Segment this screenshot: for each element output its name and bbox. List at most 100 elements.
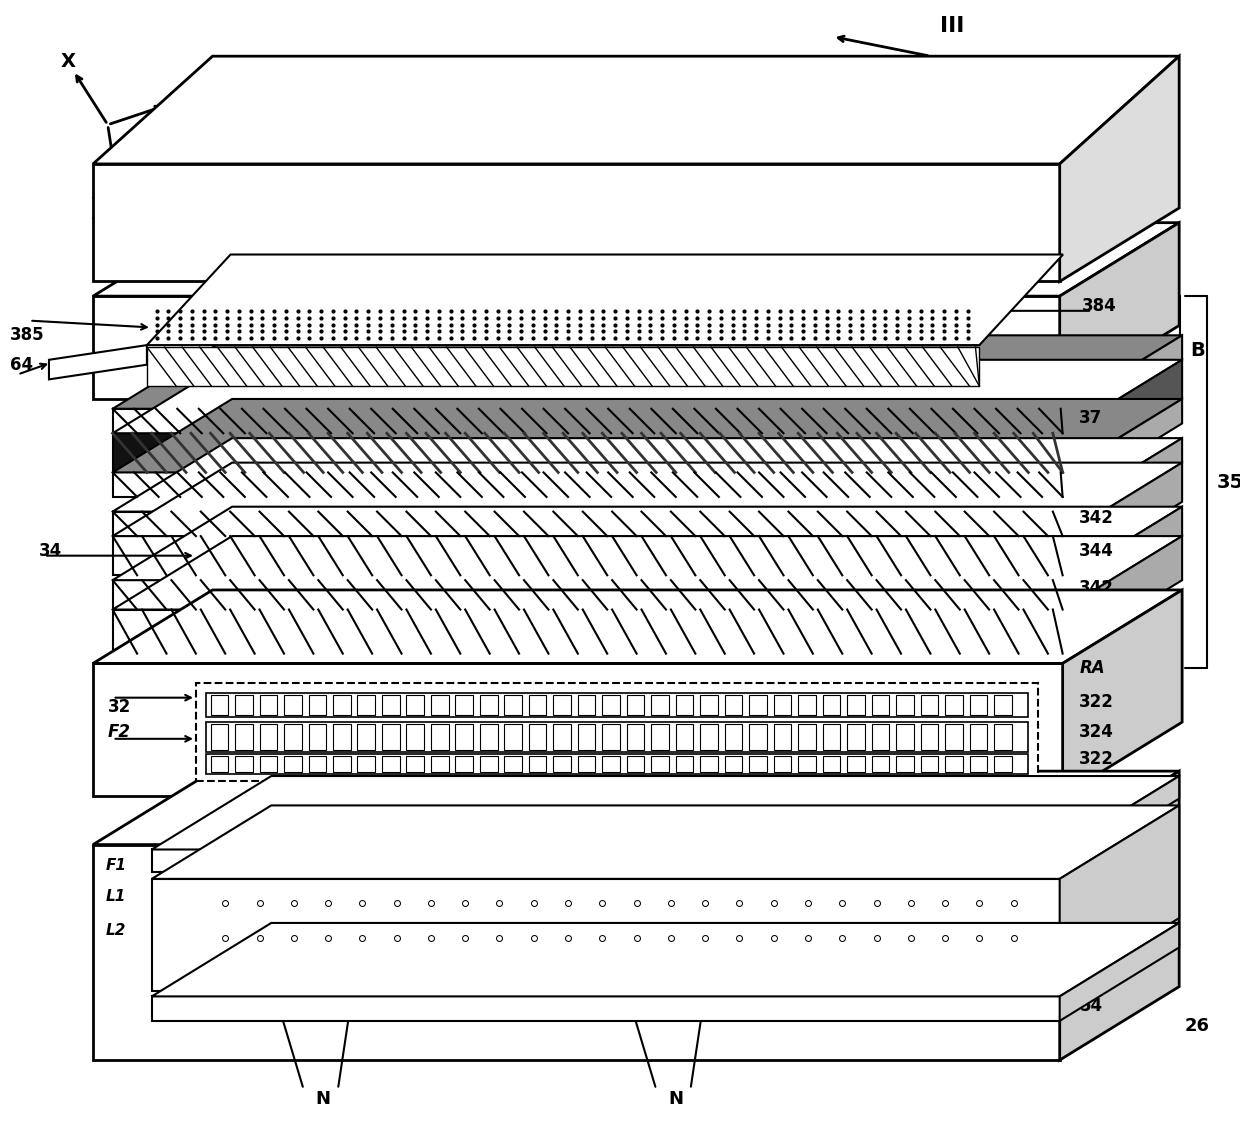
- Polygon shape: [206, 722, 1028, 752]
- Text: 342: 342: [1079, 579, 1115, 597]
- Polygon shape: [113, 610, 1063, 653]
- Bar: [774, 694, 791, 715]
- Bar: [799, 694, 816, 715]
- Bar: [799, 724, 816, 749]
- Bar: [236, 724, 253, 749]
- Text: 344: 344: [1079, 615, 1115, 633]
- Text: 37: 37: [1079, 409, 1102, 427]
- Bar: [626, 694, 645, 715]
- Bar: [505, 694, 522, 715]
- Text: 54: 54: [1079, 997, 1102, 1015]
- Bar: [651, 724, 668, 749]
- Bar: [724, 756, 743, 772]
- Polygon shape: [113, 399, 1182, 472]
- Bar: [676, 724, 693, 749]
- Bar: [701, 694, 718, 715]
- Bar: [701, 756, 718, 772]
- Text: RA: RA: [1079, 659, 1105, 677]
- Polygon shape: [151, 776, 1179, 849]
- Bar: [553, 756, 570, 772]
- Bar: [945, 756, 962, 772]
- Polygon shape: [113, 409, 1063, 433]
- Text: III: III: [940, 16, 965, 36]
- Bar: [994, 756, 1012, 772]
- Bar: [578, 724, 595, 749]
- Text: F1: F1: [105, 858, 126, 873]
- Bar: [309, 756, 326, 772]
- Bar: [945, 724, 962, 749]
- Bar: [847, 694, 864, 715]
- Bar: [553, 694, 570, 715]
- Bar: [480, 756, 497, 772]
- Bar: [284, 724, 301, 749]
- Bar: [603, 724, 620, 749]
- Polygon shape: [1060, 771, 1179, 1060]
- Text: III: III: [422, 204, 445, 223]
- Bar: [505, 724, 522, 749]
- Bar: [822, 724, 841, 749]
- Text: 37: 37: [1079, 473, 1102, 492]
- Bar: [553, 724, 570, 749]
- Text: 35: 35: [1216, 472, 1240, 492]
- Bar: [480, 724, 497, 749]
- Bar: [309, 694, 326, 715]
- Polygon shape: [93, 771, 1179, 845]
- Bar: [382, 756, 399, 772]
- Bar: [284, 694, 301, 715]
- Text: N: N: [316, 1090, 331, 1108]
- Text: 385: 385: [10, 327, 45, 344]
- Bar: [774, 756, 791, 772]
- Bar: [578, 694, 595, 715]
- Text: X: X: [61, 52, 76, 71]
- Bar: [334, 724, 351, 749]
- Polygon shape: [206, 693, 1028, 717]
- Bar: [920, 694, 939, 715]
- Bar: [676, 756, 693, 772]
- Bar: [357, 694, 376, 715]
- Polygon shape: [151, 849, 1060, 872]
- Bar: [407, 756, 424, 772]
- Bar: [236, 756, 253, 772]
- Bar: [626, 756, 645, 772]
- Polygon shape: [113, 580, 1063, 610]
- Text: 32: 32: [108, 698, 131, 716]
- Text: 26: 26: [1185, 1017, 1210, 1035]
- Bar: [432, 694, 449, 715]
- Polygon shape: [206, 754, 1028, 774]
- Text: RA: RA: [1079, 771, 1105, 790]
- Bar: [284, 756, 301, 772]
- Bar: [236, 694, 253, 715]
- Bar: [897, 694, 914, 715]
- Bar: [382, 694, 399, 715]
- Text: L2: L2: [105, 923, 126, 937]
- Polygon shape: [93, 845, 1060, 1060]
- Polygon shape: [113, 472, 1063, 497]
- Bar: [211, 724, 228, 749]
- Bar: [920, 724, 939, 749]
- Bar: [505, 756, 522, 772]
- Polygon shape: [1060, 806, 1179, 991]
- Polygon shape: [113, 438, 1182, 511]
- Text: B: B: [1190, 340, 1205, 360]
- Bar: [897, 756, 914, 772]
- Text: Y: Y: [169, 91, 184, 110]
- Polygon shape: [113, 336, 1182, 409]
- Bar: [651, 756, 668, 772]
- Bar: [480, 694, 497, 715]
- Bar: [970, 724, 987, 749]
- Bar: [529, 724, 547, 749]
- Text: F2: F2: [108, 723, 130, 740]
- Bar: [994, 724, 1012, 749]
- Bar: [847, 756, 864, 772]
- Text: 322: 322: [1079, 693, 1115, 712]
- Text: 39: 39: [1115, 482, 1138, 501]
- Bar: [382, 724, 399, 749]
- Polygon shape: [146, 254, 1063, 345]
- Bar: [799, 756, 816, 772]
- Text: 322: 322: [1079, 751, 1115, 768]
- Bar: [994, 694, 1012, 715]
- Bar: [603, 756, 620, 772]
- Polygon shape: [1060, 923, 1179, 1021]
- Polygon shape: [113, 511, 1063, 536]
- Bar: [455, 724, 472, 749]
